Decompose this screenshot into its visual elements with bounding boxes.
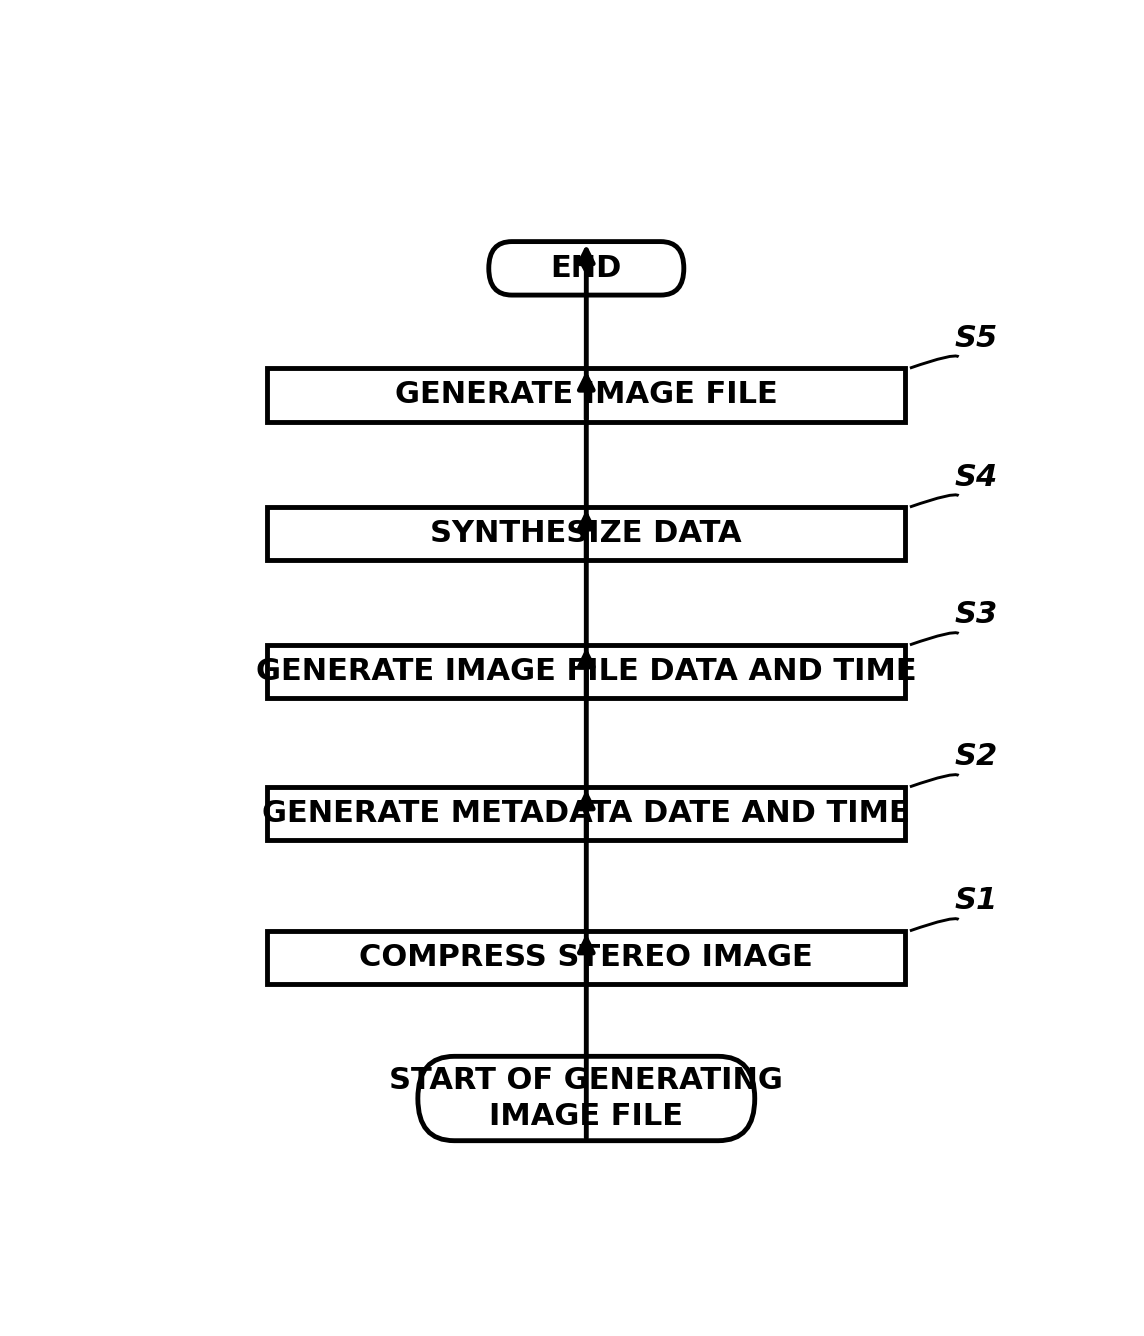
Bar: [268, 931, 906, 985]
Text: S4: S4: [954, 462, 998, 492]
Bar: [268, 506, 906, 561]
Text: SYNTHESIZE DATA: SYNTHESIZE DATA: [430, 520, 742, 548]
Bar: [268, 369, 906, 422]
Text: GENERATE IMAGE FILE DATA AND TIME: GENERATE IMAGE FILE DATA AND TIME: [256, 657, 916, 687]
FancyBboxPatch shape: [488, 242, 684, 295]
Text: GENERATE METADATA DATE AND TIME: GENERATE METADATA DATE AND TIME: [262, 799, 911, 828]
Bar: [268, 787, 906, 840]
Text: S3: S3: [954, 600, 998, 629]
Text: S5: S5: [954, 323, 998, 353]
FancyBboxPatch shape: [418, 1057, 755, 1141]
Text: COMPRESS STEREO IMAGE: COMPRESS STEREO IMAGE: [359, 943, 813, 973]
Text: END: END: [550, 254, 622, 283]
Text: START OF GENERATING
IMAGE FILE: START OF GENERATING IMAGE FILE: [389, 1066, 784, 1132]
Bar: [268, 645, 906, 699]
Text: GENERATE IMAGE FILE: GENERATE IMAGE FILE: [395, 381, 778, 409]
Text: S2: S2: [954, 743, 998, 771]
Text: S1: S1: [954, 886, 998, 915]
